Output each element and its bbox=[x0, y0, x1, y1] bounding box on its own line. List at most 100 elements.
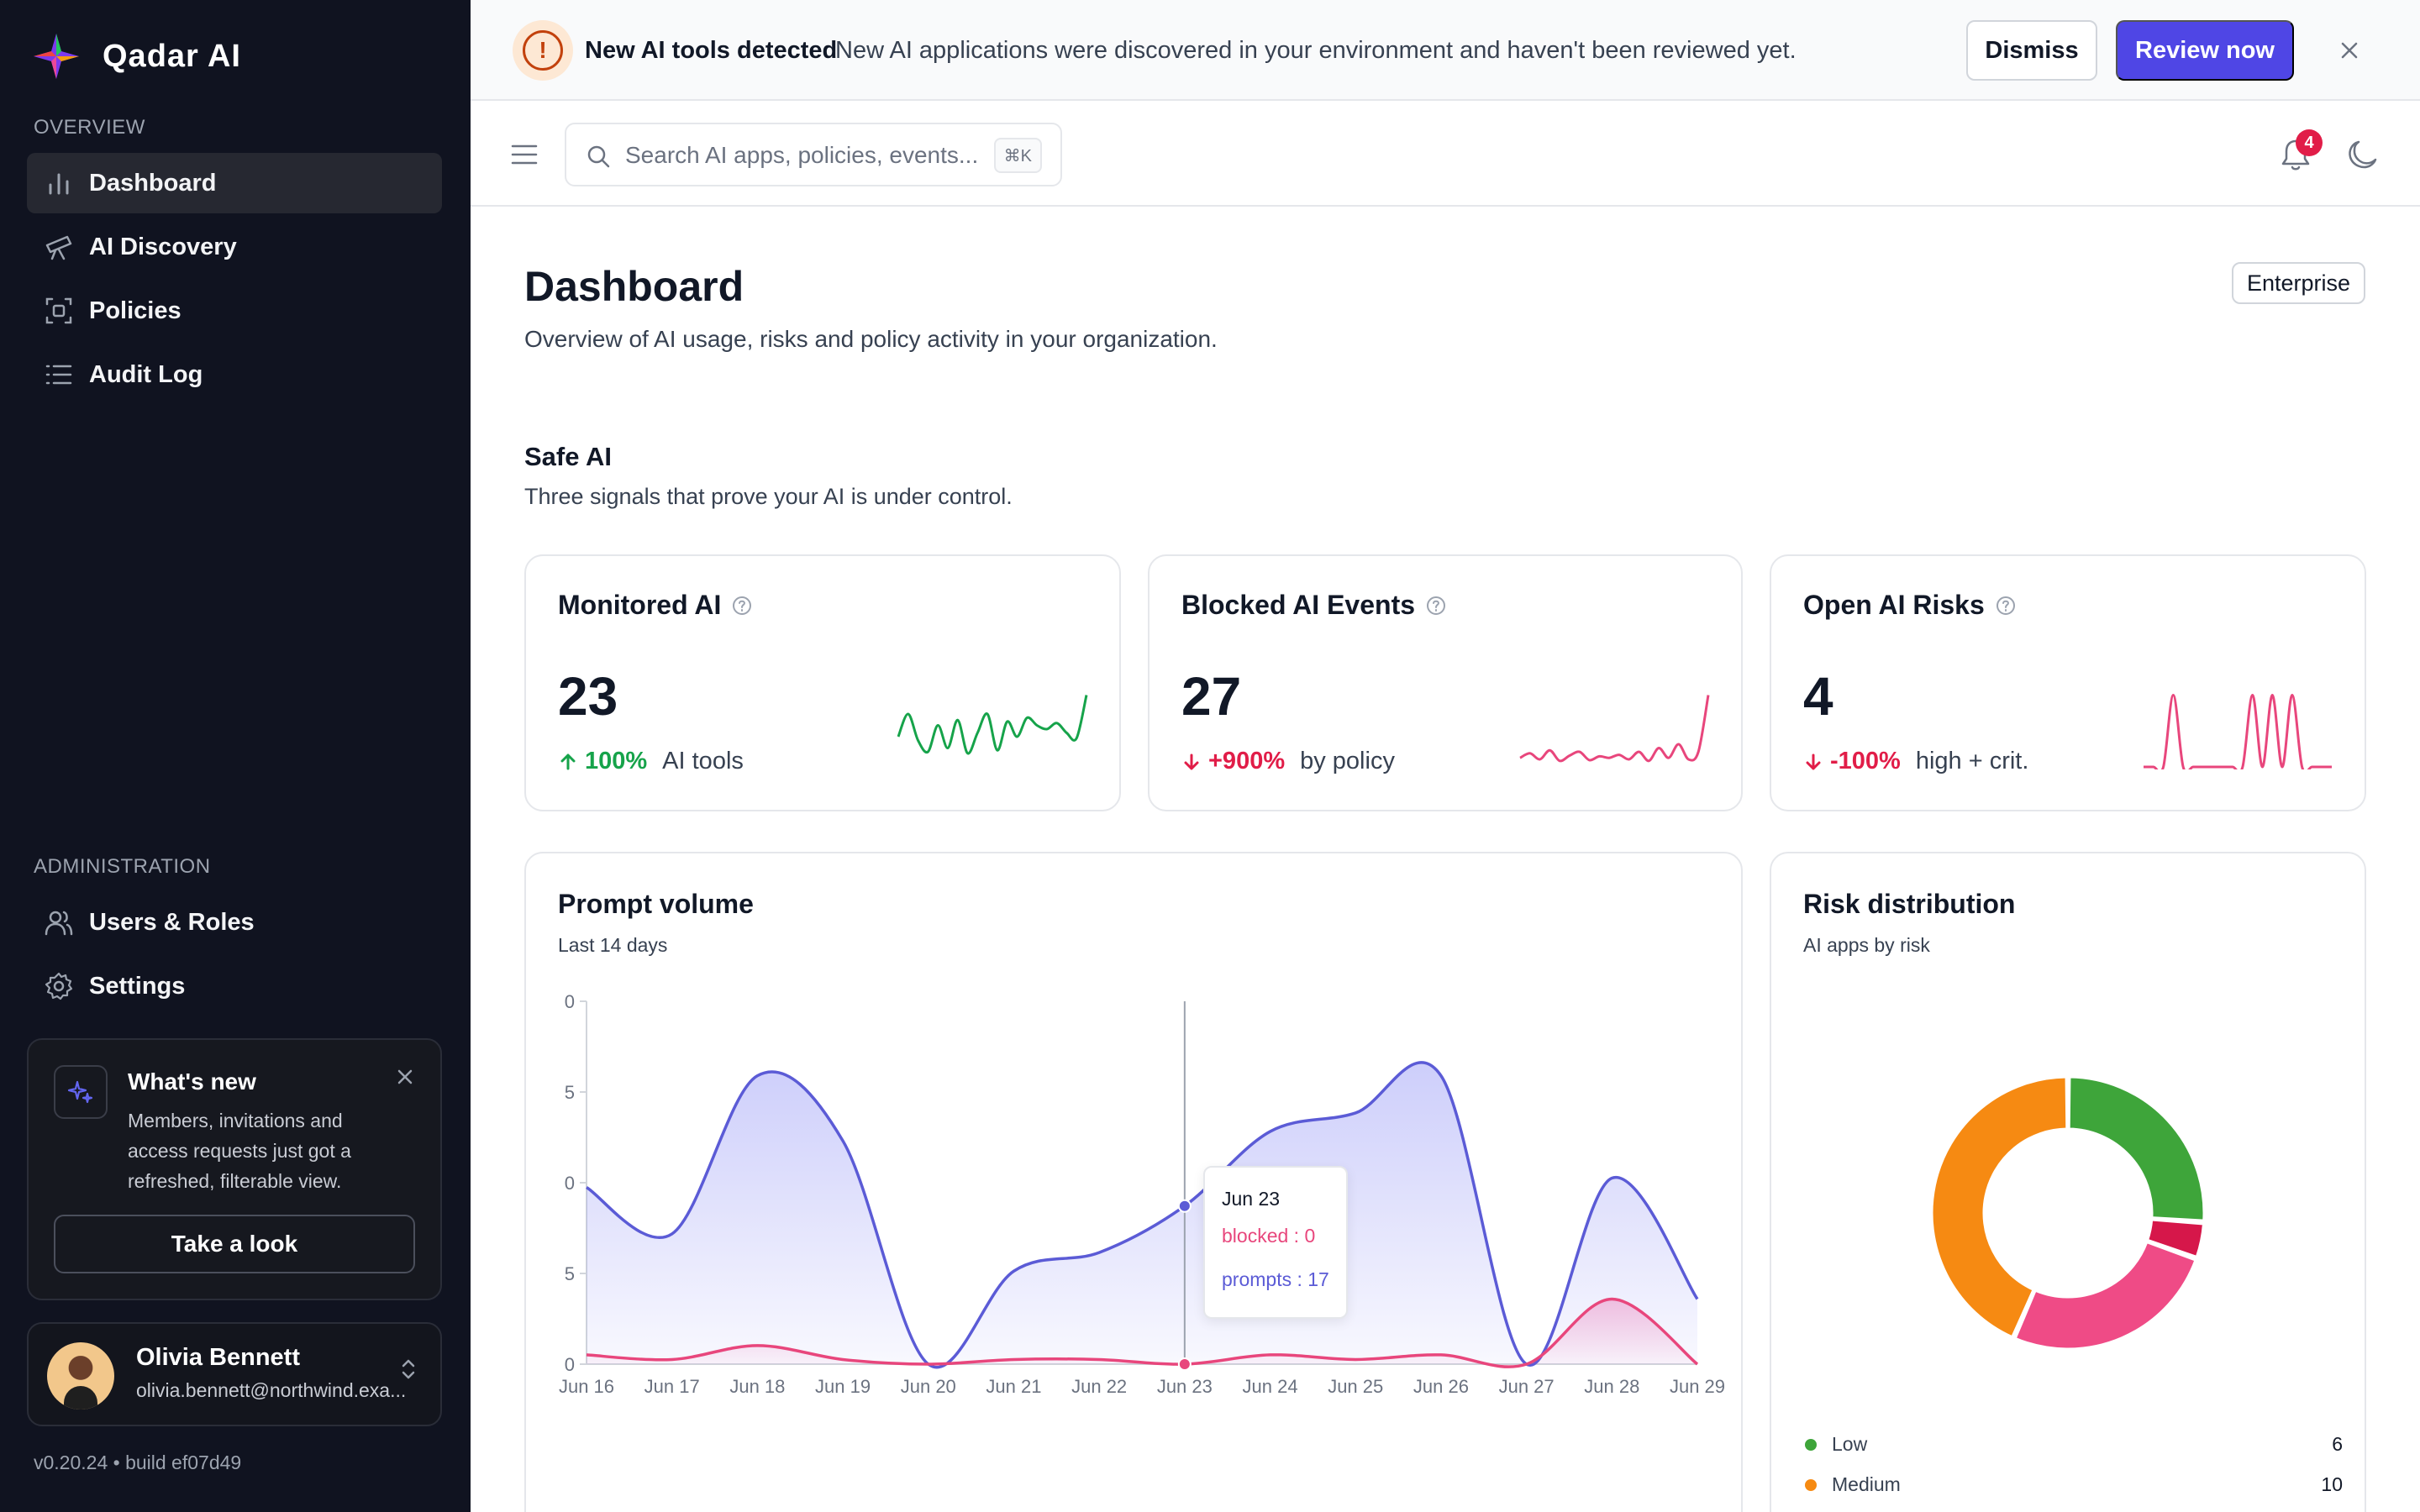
arrow-down-icon bbox=[1806, 753, 1821, 769]
sparkline-line bbox=[2144, 694, 2332, 769]
dismiss-button[interactable]: Dismiss bbox=[1966, 20, 2097, 81]
stat-value: 4 bbox=[1803, 666, 1833, 727]
x-tick-label: Jun 25 bbox=[1328, 1376, 1383, 1397]
legend-label: Low bbox=[1832, 1433, 1868, 1455]
donut-slice-critical[interactable] bbox=[2145, 1218, 2206, 1259]
user-menu[interactable]: Olivia Bennett olivia.bennett@northwind.… bbox=[27, 1322, 442, 1426]
moon-icon[interactable] bbox=[2344, 136, 2381, 173]
close-icon[interactable] bbox=[393, 1065, 417, 1089]
legend-label: Medium bbox=[1832, 1473, 1901, 1495]
user-name: Olivia Bennett bbox=[136, 1344, 300, 1371]
alert-icon: ! bbox=[513, 20, 573, 81]
prompt-volume-card: Prompt volume Last 14 days 0 5 0 5 0 Jun 16 Ju… bbox=[524, 852, 1743, 1512]
y-tick-label: 0 bbox=[565, 1354, 575, 1375]
donut-slice-low[interactable] bbox=[2067, 1075, 2206, 1222]
stat-card-open-risks: Open AI Risks 4 -100% high + crit. bbox=[1770, 554, 2366, 811]
arrow-down-icon bbox=[1184, 753, 1199, 769]
legend-value: 6 bbox=[2332, 1433, 2343, 1455]
series-area-prompts bbox=[587, 1062, 1697, 1368]
legend-item-medium: Medium 10 bbox=[1805, 1473, 2343, 1496]
page-title: Dashboard bbox=[524, 263, 744, 310]
tooltip-blocked: blocked : 0 bbox=[1222, 1225, 1316, 1247]
notification-badge: 4 bbox=[2296, 129, 2323, 156]
sidebar-item-dashboard[interactable]: Dashboard bbox=[27, 153, 442, 213]
brand-logo[interactable]: Qadar AI bbox=[32, 32, 241, 81]
stat-card-blocked-events: Blocked AI Events 27 +900% by policy bbox=[1148, 554, 1743, 811]
whats-new-card: What's new Members, invitations and acce… bbox=[27, 1038, 442, 1300]
sidebar-item-label: Settings bbox=[89, 972, 186, 1000]
y-tick-label: 5 bbox=[565, 1263, 575, 1284]
donut-slice-medium[interactable] bbox=[1930, 1075, 2069, 1339]
whats-new-title: What's new bbox=[128, 1068, 256, 1095]
chart-subtitle: Last 14 days bbox=[558, 934, 668, 956]
sidebar-item-ai-discovery[interactable]: AI Discovery bbox=[27, 217, 442, 277]
administration-section-label: ADMINISTRATION bbox=[34, 855, 211, 878]
bar-chart-icon bbox=[44, 168, 74, 198]
help-icon[interactable] bbox=[1995, 595, 2017, 617]
series-area-blocked bbox=[587, 1299, 1697, 1368]
series-line-blocked bbox=[586, 1297, 1699, 1368]
stat-unit: high + crit. bbox=[1915, 748, 2029, 774]
sparkline-monitored-ai bbox=[897, 695, 1088, 755]
chart-title: Risk distribution bbox=[1803, 889, 2016, 919]
stat-trend: 100% AI tools bbox=[558, 748, 744, 775]
sidebar-item-users-roles[interactable]: Users & Roles bbox=[27, 892, 442, 953]
x-tick-label: Jun 19 bbox=[815, 1376, 871, 1397]
x-tick-label: Jun 16 bbox=[559, 1376, 614, 1397]
whats-new-body: Members, invitations and access requests… bbox=[128, 1110, 351, 1192]
tooltip-date: Jun 23 bbox=[1222, 1188, 1281, 1210]
x-tick-label: Jun 23 bbox=[1157, 1376, 1213, 1397]
risk-distribution-card: Risk distribution AI apps by risk Low 6 … bbox=[1770, 852, 2366, 1512]
trend-value: 100% bbox=[585, 748, 648, 774]
x-tick-label: Jun 17 bbox=[644, 1376, 700, 1397]
stat-value: 23 bbox=[558, 666, 618, 727]
sidebar-item-label: Dashboard bbox=[89, 169, 217, 197]
sidebar-item-settings[interactable]: Settings bbox=[27, 956, 442, 1016]
help-icon[interactable] bbox=[1425, 595, 1447, 617]
sparkline-blocked-events bbox=[1519, 695, 1710, 763]
x-tick-label: Jun 27 bbox=[1499, 1376, 1555, 1397]
sidebar-item-label: Audit Log bbox=[89, 360, 203, 388]
stat-card-title: Monitored AI bbox=[558, 590, 753, 621]
brand-name: Qadar AI bbox=[103, 38, 241, 74]
help-icon[interactable] bbox=[731, 595, 753, 617]
page-subtitle: Overview of AI usage, risks and policy a… bbox=[524, 326, 1218, 352]
risk-donut-chart[interactable] bbox=[1771, 954, 2365, 1458]
y-tick-label: 5 bbox=[565, 1082, 575, 1103]
y-tick-label: 0 bbox=[565, 1173, 575, 1194]
take-a-look-button[interactable]: Take a look bbox=[54, 1215, 415, 1273]
stat-unit: by policy bbox=[1300, 748, 1395, 774]
review-now-button[interactable]: Review now bbox=[2116, 20, 2294, 81]
search-box[interactable]: ⌘K bbox=[565, 123, 1062, 186]
menu-icon[interactable] bbox=[509, 139, 539, 170]
plan-badge: Enterprise bbox=[2232, 262, 2366, 304]
x-tick-label: Jun 21 bbox=[986, 1376, 1041, 1397]
x-tick-label: Jun 28 bbox=[1584, 1376, 1639, 1397]
hover-point-prompts bbox=[1177, 1199, 1192, 1213]
stat-card-title: Open AI Risks bbox=[1803, 590, 2017, 621]
search-shortcut: ⌘K bbox=[993, 138, 1042, 173]
stat-card-label: Blocked AI Events bbox=[1181, 590, 1416, 620]
chart-subtitle: AI apps by risk bbox=[1803, 934, 1930, 956]
x-tick-label: Jun 24 bbox=[1243, 1376, 1298, 1397]
stat-card-label: Open AI Risks bbox=[1803, 590, 1985, 620]
overview-section-label: OVERVIEW bbox=[34, 116, 145, 139]
trend-value: -100% bbox=[1830, 748, 1901, 774]
stat-card-title: Blocked AI Events bbox=[1181, 590, 1447, 621]
search-input[interactable] bbox=[625, 139, 986, 171]
stat-value: 27 bbox=[1181, 666, 1242, 727]
arrow-up-icon bbox=[560, 753, 576, 769]
donut-slice-high[interactable] bbox=[2013, 1240, 2197, 1351]
sparkline-line bbox=[1519, 695, 1710, 763]
stat-trend: +900% by policy bbox=[1181, 748, 1395, 775]
close-icon[interactable] bbox=[2336, 37, 2363, 64]
y-tick-label: 0 bbox=[565, 991, 575, 1012]
sidebar-item-audit-log[interactable]: Audit Log bbox=[27, 344, 442, 405]
stat-trend: -100% high + crit. bbox=[1803, 748, 2028, 775]
sidebar-item-policies[interactable]: Policies bbox=[27, 281, 442, 341]
version-label: v0.20.24 • build ef07d49 bbox=[34, 1452, 242, 1473]
banner-text: New AI applications were discovered in y… bbox=[835, 37, 1797, 64]
sidebar: Qadar AI OVERVIEW Dashboard AI Discovery… bbox=[0, 0, 471, 1512]
